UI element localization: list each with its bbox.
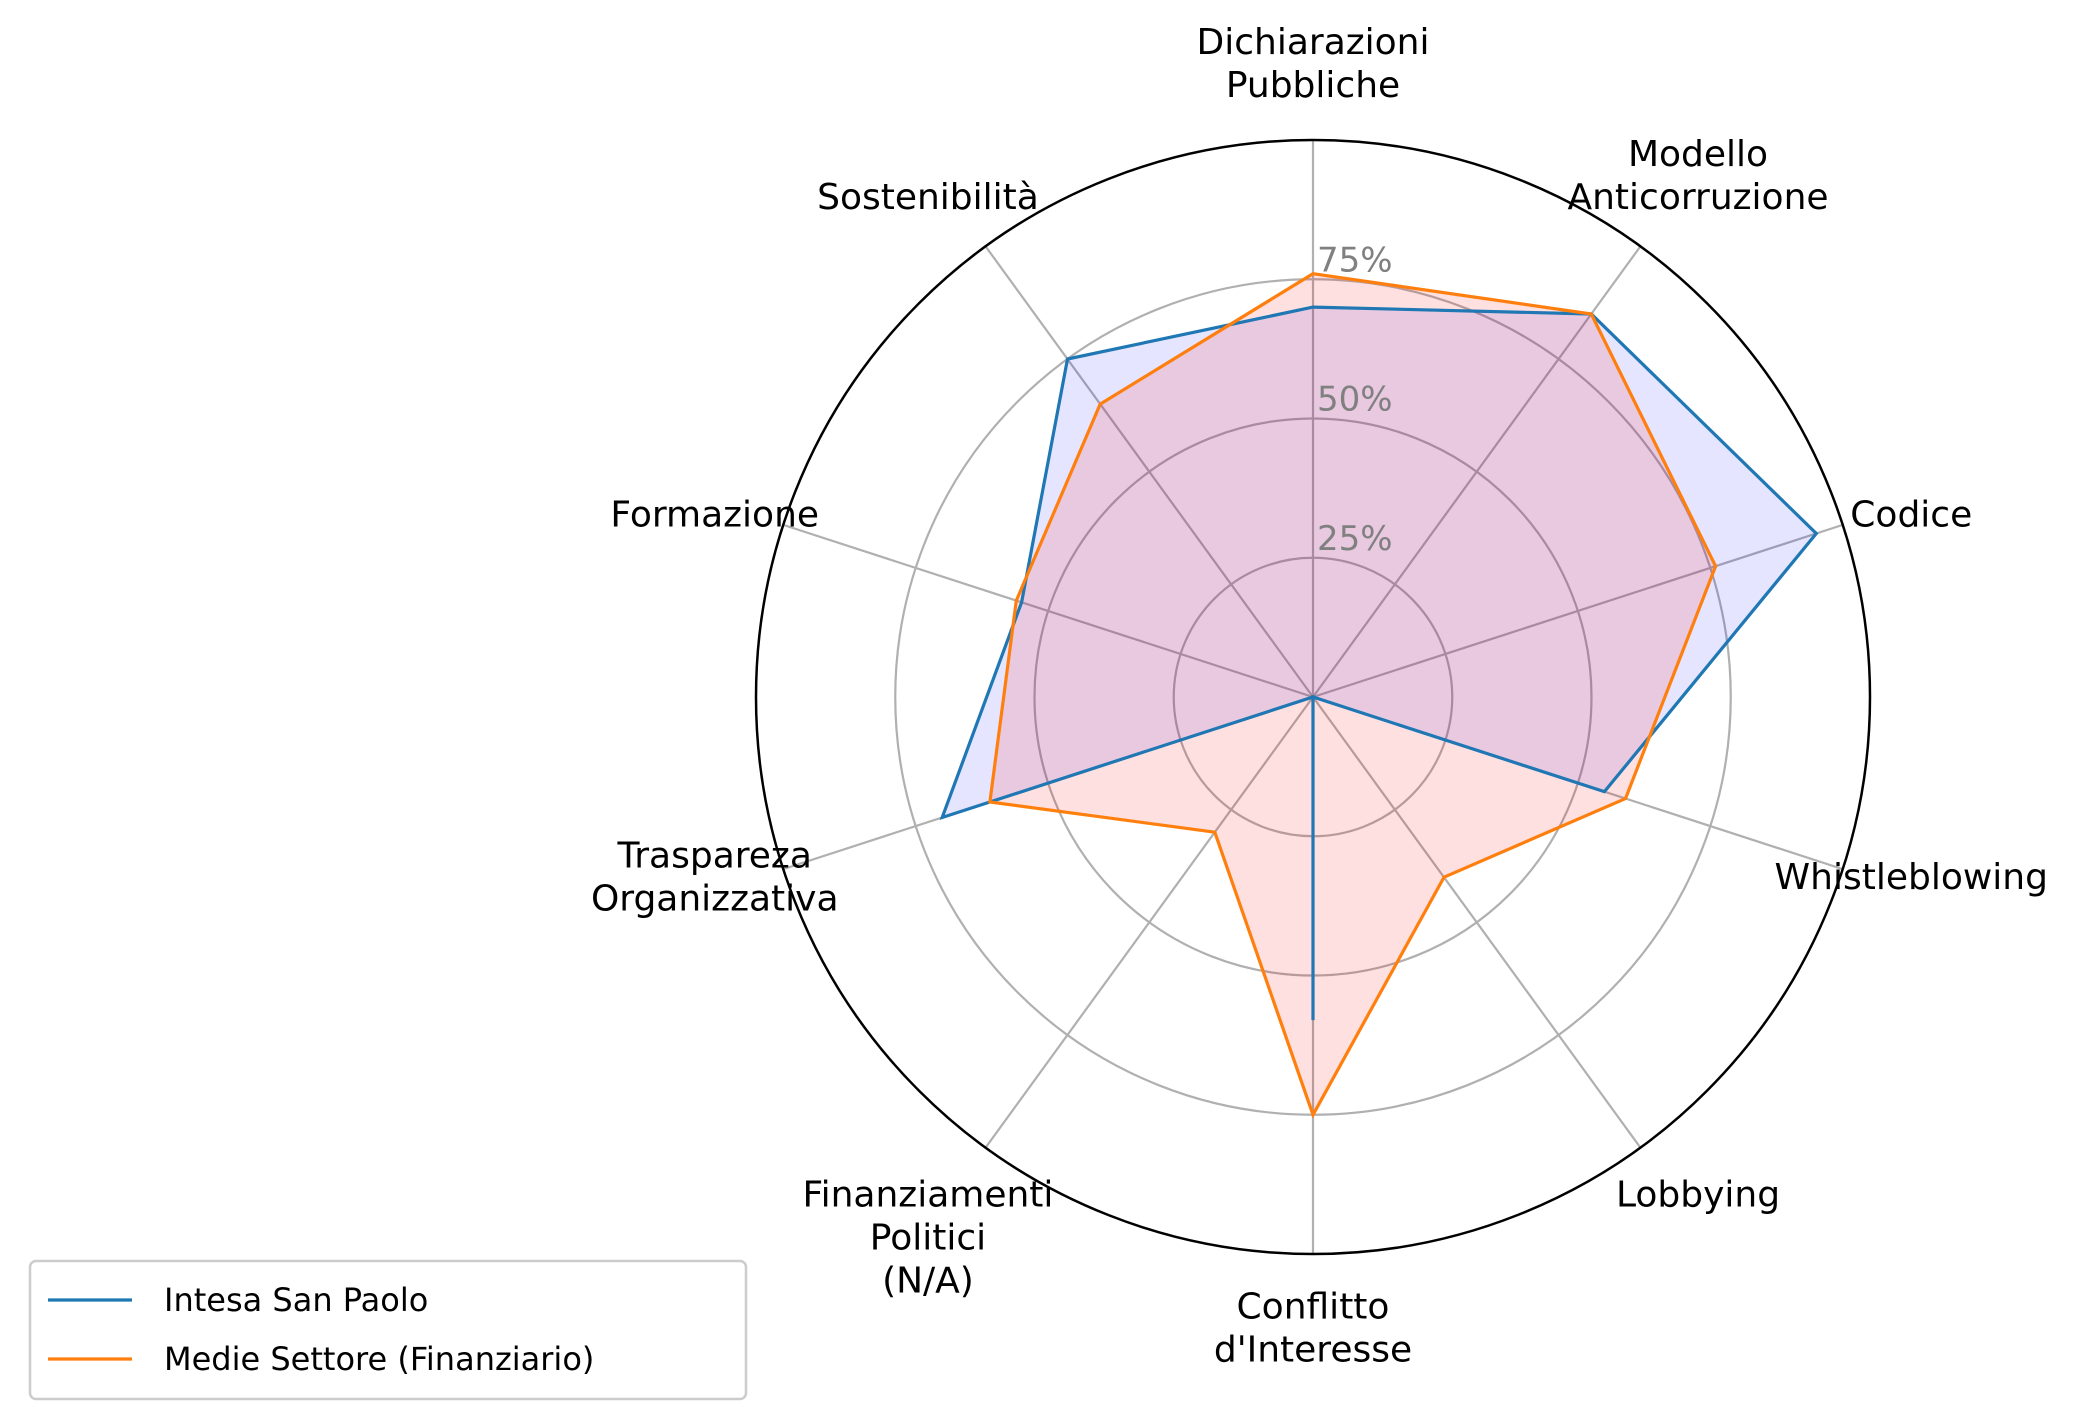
spoke-8 [782, 523, 1314, 699]
axis-label-0: Dichiarazioni Pubbliche [1197, 22, 1430, 106]
tick-label-50: 50% [1317, 380, 1393, 420]
legend-label-0: Intesa San Paolo [164, 1281, 428, 1319]
series-lines [939, 272, 1819, 1119]
axis-label-3: Whistleblowing [1775, 857, 2048, 898]
spoke-6 [984, 696, 1314, 1149]
spoke-4 [1312, 696, 1642, 1149]
series-line-1 [988, 272, 1718, 1119]
axis-label-6: Finanziamenti Politici (N/A) [803, 1174, 1054, 1301]
legend-label-1: Medie Settore (Finanziario) [164, 1340, 594, 1378]
series-fills [942, 273, 1817, 1115]
axis-label-7: Traspareza Organizzativa [591, 836, 839, 920]
axis-label-5: Conflitto d'Interesse [1214, 1286, 1412, 1370]
series-fill-0 [942, 307, 1817, 1021]
tick-label-75: 75% [1317, 240, 1393, 280]
axis-label-2: Codice [1850, 494, 1972, 535]
axis-label-9: Sostenibilità [817, 177, 1039, 218]
series-line-0 [939, 305, 1819, 1021]
radar-frame [754, 138, 1872, 1256]
spoke-1 [1312, 245, 1642, 698]
axis-label-1: Modello Anticorruzione [1567, 134, 1828, 218]
spoke-9 [984, 245, 1314, 698]
axis-label-4: Lobbying [1616, 1174, 1780, 1215]
radial-tick-labels: 25% 50% 75% [1317, 240, 1393, 559]
tick-label-25: 25% [1317, 519, 1393, 559]
legend: Intesa San Paolo Medie Settore (Finanziar… [28, 1259, 748, 1401]
axis-labels: Dichiarazioni Pubbliche Modello Anticorruzi… [591, 22, 2048, 1370]
legend-box [28, 1259, 748, 1401]
series-fill-1 [989, 273, 1716, 1115]
axis-label-8: Formazione [610, 494, 819, 535]
spoke-2 [1312, 523, 1844, 699]
outer-frame [754, 138, 1872, 1256]
